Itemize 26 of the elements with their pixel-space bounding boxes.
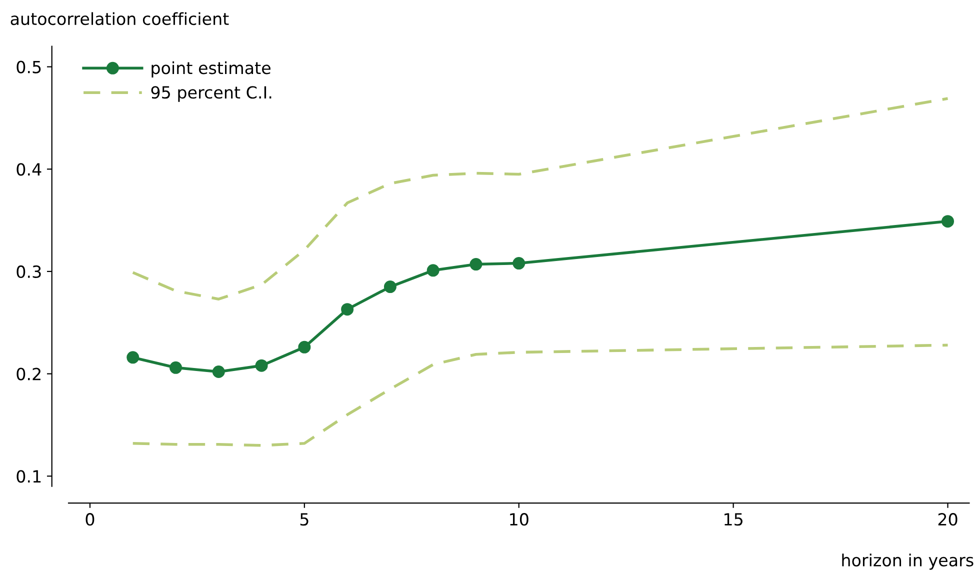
point (298, 340, 311, 354)
legend-label: 95 percent C.I. (151, 86, 272, 102)
point (212, 365, 225, 378)
line-series (131, 344, 950, 447)
point (384, 280, 396, 294)
x-tick-label: 5 (300, 513, 308, 526)
y-tick-label: 0.1 (16, 470, 41, 483)
point (255, 359, 268, 372)
y-tick-label: 0.4 (16, 163, 42, 176)
point (426, 264, 440, 277)
x-tick-label: 10 (510, 513, 528, 526)
point (170, 361, 182, 374)
legend-label: point estimate (152, 61, 270, 78)
point (470, 258, 482, 271)
point (341, 303, 354, 316)
point (942, 215, 954, 228)
x-tick-label: 15 (724, 513, 742, 526)
x-tick-label: 0 (86, 513, 94, 526)
x-axis-title: horizon in years (842, 554, 974, 570)
y-tick-label: 0.3 (16, 265, 41, 278)
y-tick-label: 0.2 (16, 368, 40, 380)
y-axis-title: autocorrelation coefficient (10, 12, 229, 26)
point (126, 351, 140, 364)
x-tick-label: 20 (938, 513, 958, 526)
y-tick-label: 0.5 (16, 60, 41, 74)
point (512, 257, 526, 270)
